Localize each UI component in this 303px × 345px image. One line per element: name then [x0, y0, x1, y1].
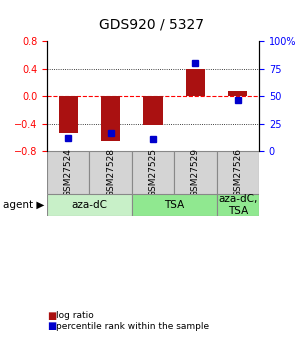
- Text: GSM27524: GSM27524: [64, 148, 73, 197]
- Bar: [174, 151, 217, 194]
- Bar: [89, 151, 132, 194]
- Text: aza-dC: aza-dC: [72, 200, 107, 210]
- Text: aza-dC,
TSA: aza-dC, TSA: [218, 194, 258, 216]
- Text: log ratio: log ratio: [56, 311, 94, 320]
- Bar: [144, 96, 163, 125]
- Bar: [101, 96, 120, 141]
- Bar: [217, 151, 259, 194]
- Text: ■: ■: [47, 321, 56, 331]
- Bar: [47, 194, 132, 216]
- Bar: [186, 69, 205, 96]
- Bar: [132, 151, 174, 194]
- Text: GSM27528: GSM27528: [106, 148, 115, 197]
- Text: GSM27525: GSM27525: [148, 148, 158, 197]
- Bar: [132, 194, 217, 216]
- Bar: [217, 194, 259, 216]
- Text: agent ▶: agent ▶: [3, 200, 45, 210]
- Bar: [228, 91, 247, 96]
- Text: GSM27529: GSM27529: [191, 148, 200, 197]
- Text: TSA: TSA: [164, 200, 184, 210]
- Text: percentile rank within the sample: percentile rank within the sample: [56, 322, 209, 331]
- Text: ■: ■: [47, 311, 56, 321]
- Text: GSM27526: GSM27526: [233, 148, 242, 197]
- Text: GDS920 / 5327: GDS920 / 5327: [99, 17, 204, 31]
- Bar: [59, 96, 78, 132]
- Bar: [47, 151, 89, 194]
